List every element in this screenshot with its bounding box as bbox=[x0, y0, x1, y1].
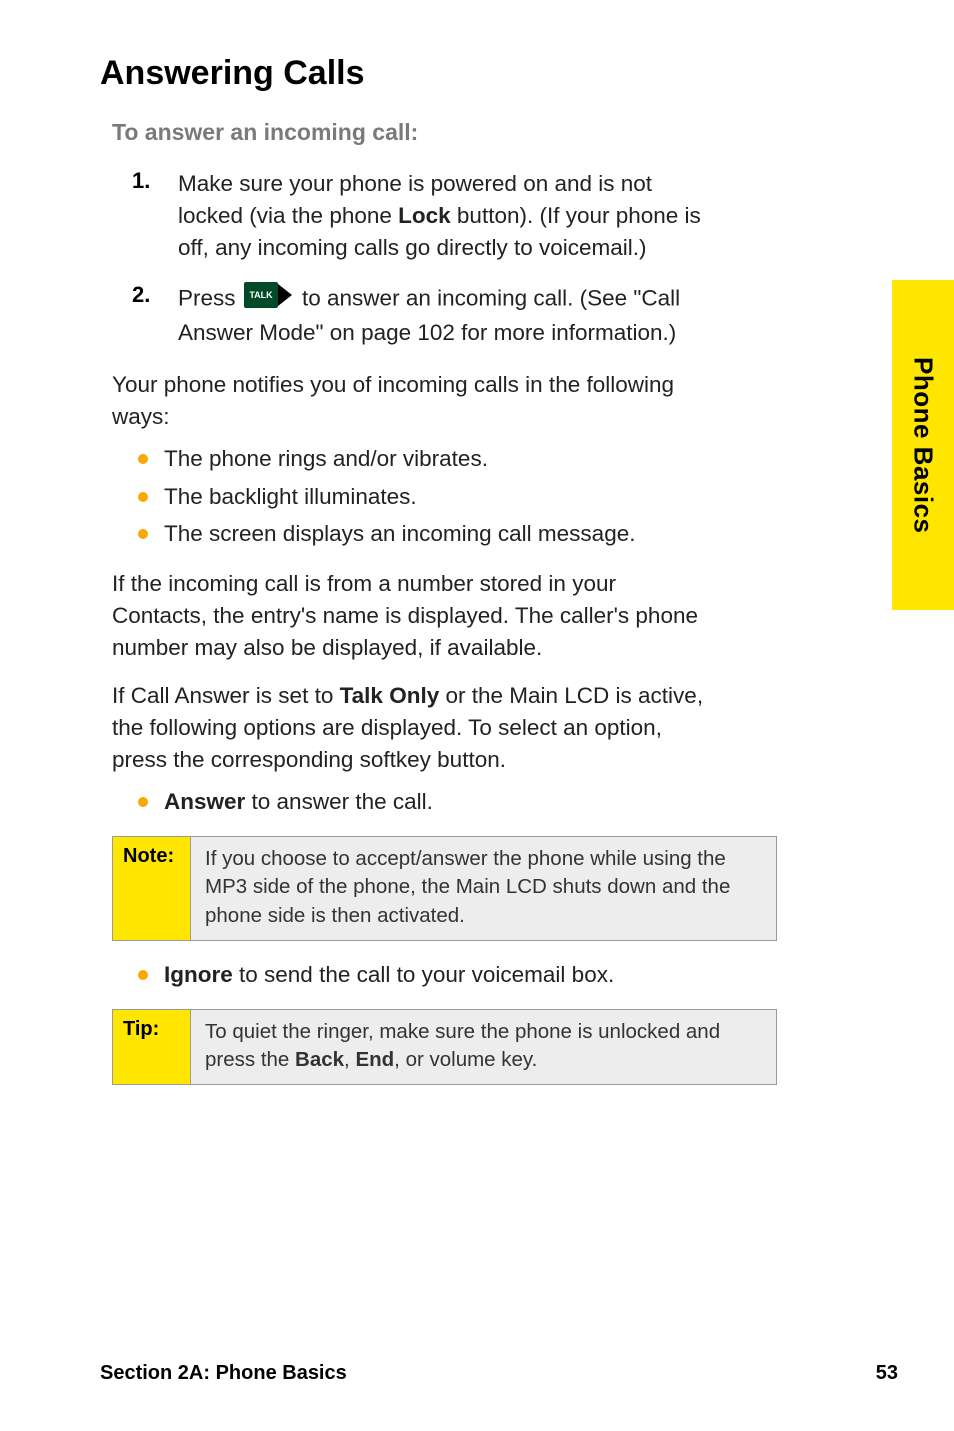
list-item: Ignore to send the call to your voicemai… bbox=[138, 959, 710, 991]
paragraph: If Call Answer is set to Talk Only or th… bbox=[112, 680, 710, 776]
bullet-text: Ignore to send the call to your voicemai… bbox=[164, 959, 614, 991]
page-footer: Section 2A: Phone Basics 53 bbox=[100, 1362, 898, 1385]
note-label: Note: bbox=[113, 837, 191, 940]
text-run: , bbox=[344, 1048, 355, 1071]
paragraph: If the incoming call is from a number st… bbox=[112, 568, 710, 664]
intro-line: To answer an incoming call: bbox=[112, 119, 710, 146]
side-tab: Phone Basics bbox=[892, 280, 954, 610]
bullets-options-1: Answer to answer the call. bbox=[138, 786, 710, 818]
tip-body: To quiet the ringer, make sure the phone… bbox=[191, 1010, 776, 1085]
bullet-dot-icon bbox=[138, 454, 148, 464]
bullet-text: The screen displays an incoming call mes… bbox=[164, 518, 635, 550]
text-run: If Call Answer is set to bbox=[112, 683, 340, 708]
bullet-dot-icon bbox=[138, 492, 148, 502]
step-number: 2. bbox=[132, 282, 178, 349]
list-item: The backlight illuminates. bbox=[138, 481, 710, 513]
note-body: If you choose to accept/answer the phone… bbox=[191, 837, 776, 940]
bullets-options-2: Ignore to send the call to your voicemai… bbox=[138, 959, 710, 991]
talk-icon: TALK bbox=[244, 282, 294, 317]
page-content: Answering Calls To answer an incoming ca… bbox=[0, 0, 780, 1085]
bold-run: Back bbox=[295, 1048, 344, 1071]
bold-run: Ignore bbox=[164, 962, 233, 987]
bold-run: Lock bbox=[398, 203, 451, 228]
side-tab-label: Phone Basics bbox=[908, 357, 939, 534]
step-number: 1. bbox=[132, 168, 178, 264]
text-run: to send the call to your voicemail box. bbox=[233, 962, 614, 987]
bullet-dot-icon bbox=[138, 529, 148, 539]
page-number: 53 bbox=[876, 1362, 898, 1385]
text-run: Press bbox=[178, 285, 242, 310]
bullet-text: The phone rings and/or vibrates. bbox=[164, 443, 488, 475]
steps-list: 1. Make sure your phone is powered on an… bbox=[132, 168, 710, 349]
page-title: Answering Calls bbox=[100, 54, 710, 93]
bold-run: Answer bbox=[164, 789, 245, 814]
step-2: 2. Press TALK to answer an incoming call… bbox=[132, 282, 710, 349]
bullet-text: Answer to answer the call. bbox=[164, 786, 433, 818]
text-run: to answer the call. bbox=[245, 789, 433, 814]
bullet-dot-icon bbox=[138, 970, 148, 980]
list-item: The phone rings and/or vibrates. bbox=[138, 443, 710, 475]
svg-text:TALK: TALK bbox=[249, 290, 273, 300]
bold-run: End bbox=[355, 1048, 394, 1071]
bold-run: Talk Only bbox=[340, 683, 440, 708]
text-run: , or volume key. bbox=[394, 1048, 537, 1071]
paragraph: Your phone notifies you of incoming call… bbox=[112, 369, 710, 433]
step-text: Press TALK to answer an incoming call. (… bbox=[178, 282, 710, 349]
list-item: The screen displays an incoming call mes… bbox=[138, 518, 710, 550]
bullet-text: The backlight illuminates. bbox=[164, 481, 417, 513]
list-item: Answer to answer the call. bbox=[138, 786, 710, 818]
step-1: 1. Make sure your phone is powered on an… bbox=[132, 168, 710, 264]
footer-section: Section 2A: Phone Basics bbox=[100, 1362, 347, 1385]
bullets-notify: The phone rings and/or vibrates. The bac… bbox=[138, 443, 710, 551]
tip-label: Tip: bbox=[113, 1010, 191, 1085]
bullet-dot-icon bbox=[138, 797, 148, 807]
note-callout: Note: If you choose to accept/answer the… bbox=[112, 836, 777, 941]
step-text: Make sure your phone is powered on and i… bbox=[178, 168, 710, 264]
tip-callout: Tip: To quiet the ringer, make sure the … bbox=[112, 1009, 777, 1086]
